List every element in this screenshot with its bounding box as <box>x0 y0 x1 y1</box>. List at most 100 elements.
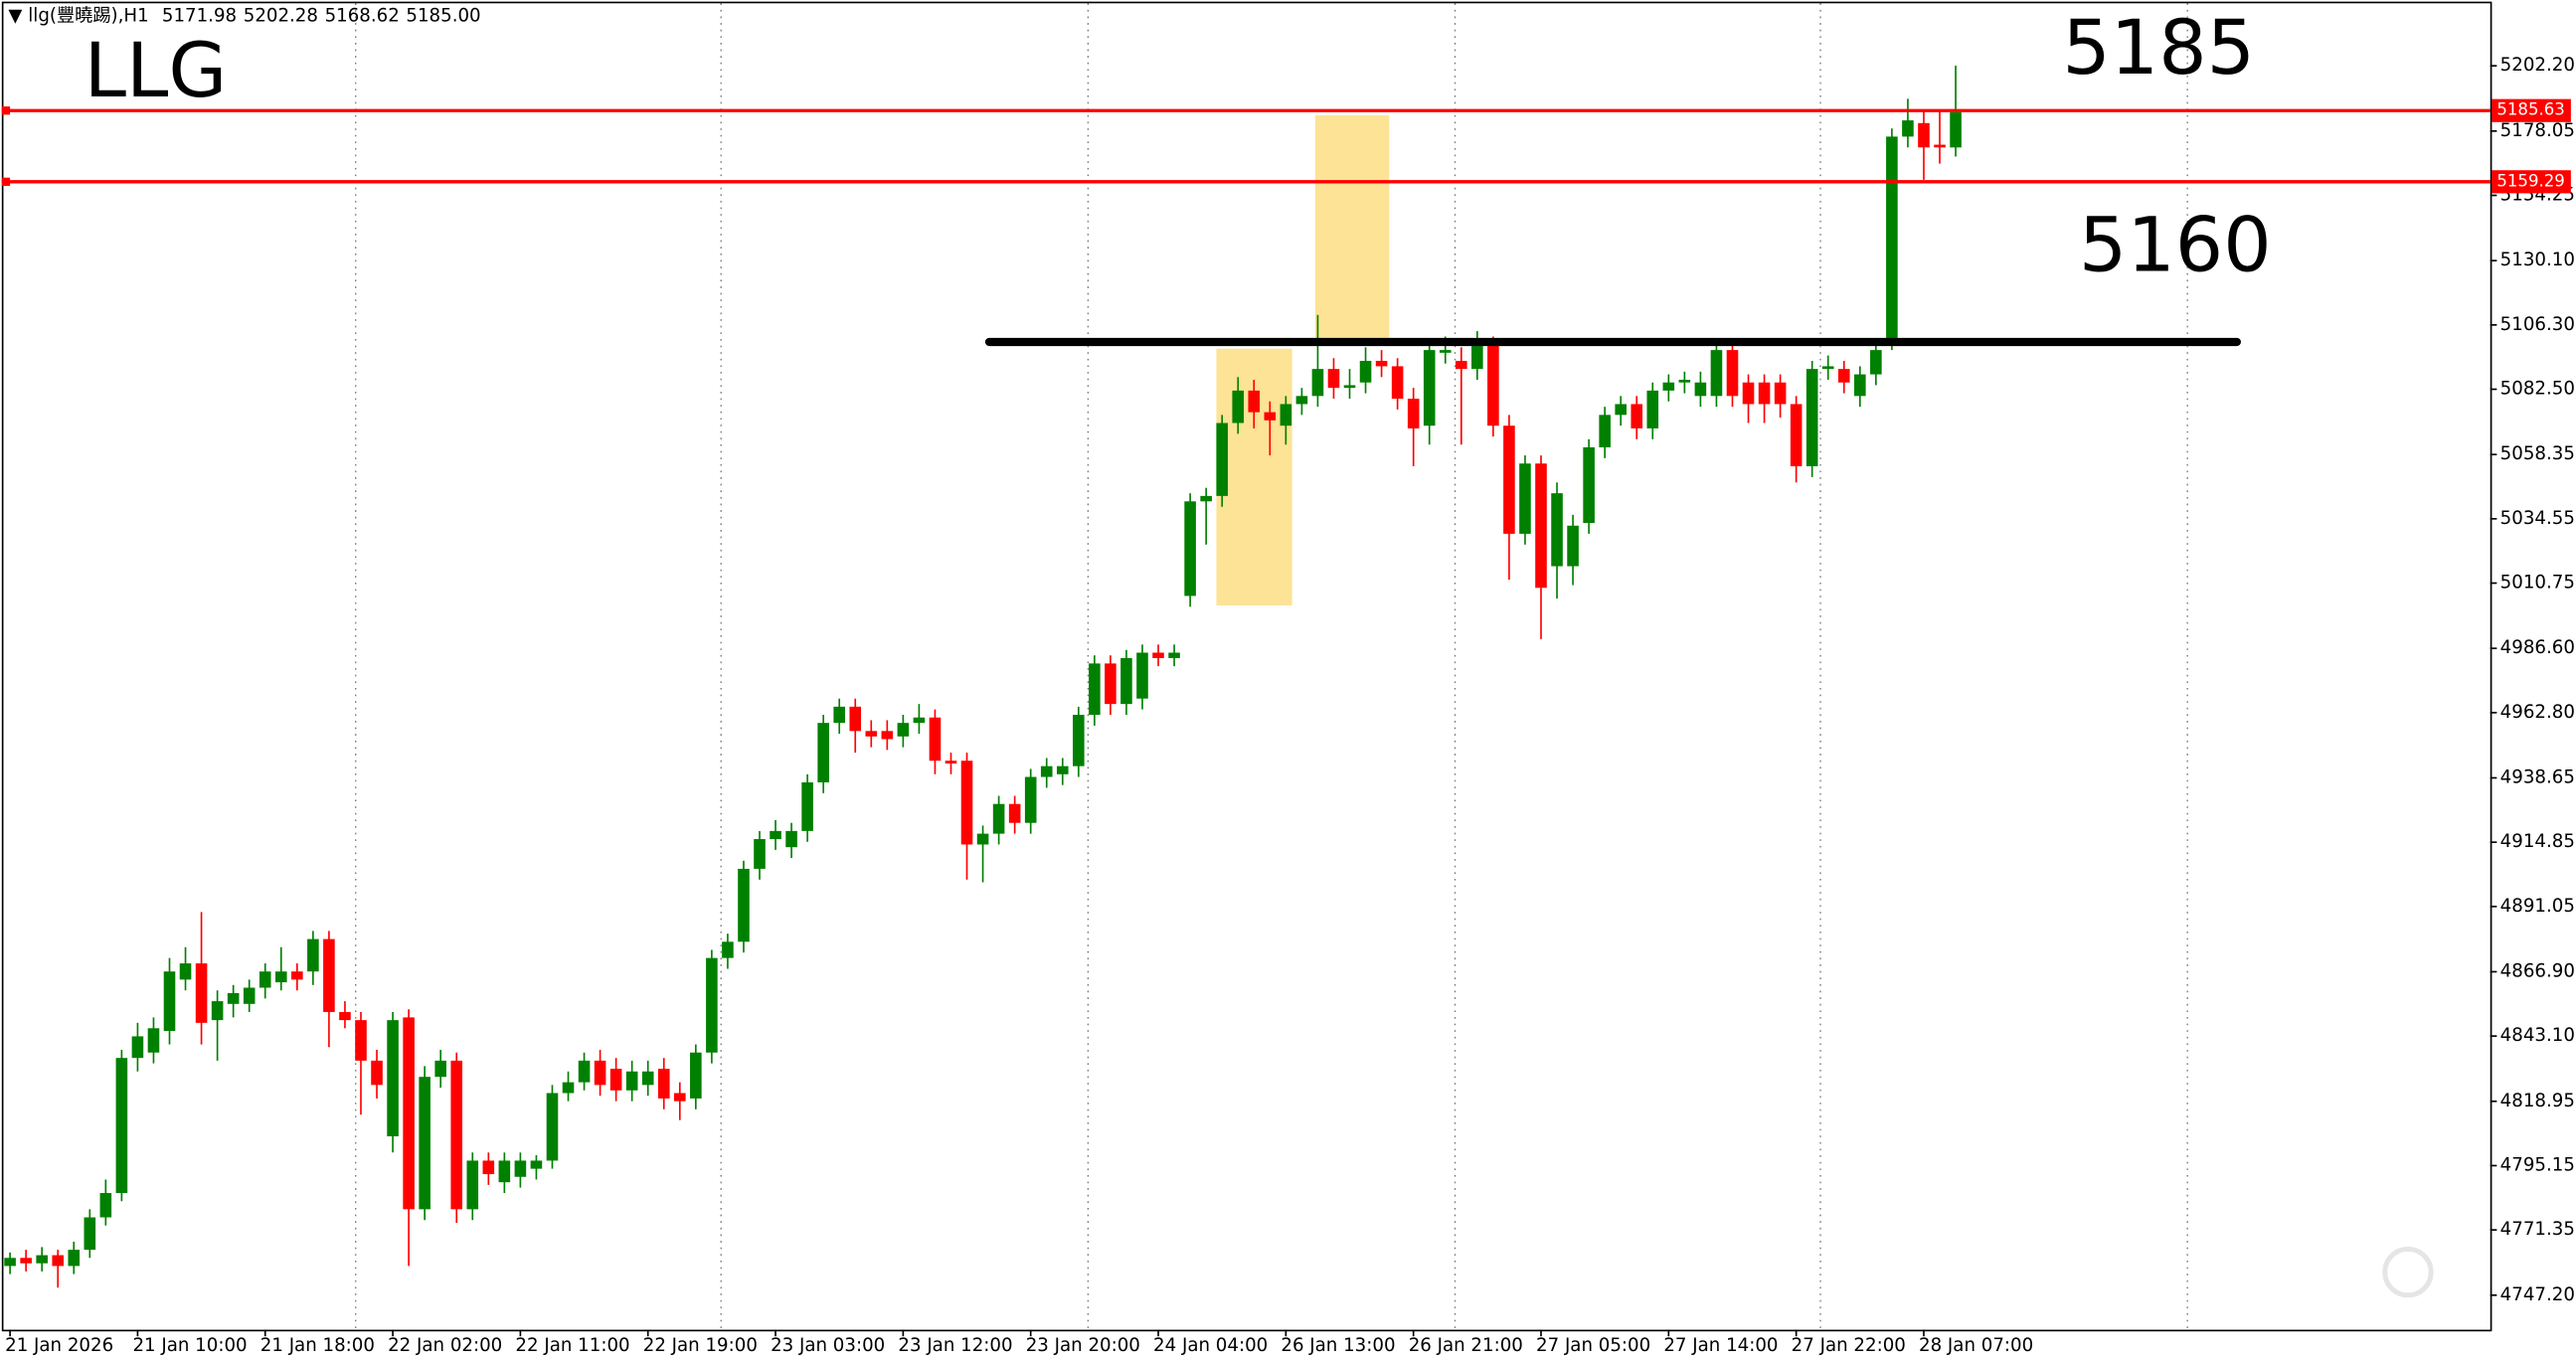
candle-body <box>1168 652 1180 658</box>
price-note: 5185 <box>2062 3 2255 91</box>
candle-body <box>355 1020 367 1061</box>
symbol: llg(豐曉踢),H1 <box>28 6 148 27</box>
x-tick-label: 22 Jan 11:00 <box>515 1335 629 1356</box>
candle-body <box>897 723 910 737</box>
candle-body <box>641 1071 654 1086</box>
candle-body <box>1216 423 1228 496</box>
candle-body <box>1295 396 1308 405</box>
candle-body <box>913 717 926 724</box>
candle-body <box>52 1255 65 1267</box>
x-tick-label: 23 Jan 12:00 <box>898 1335 1012 1356</box>
candle-body <box>1136 652 1148 699</box>
candle-body <box>1854 374 1866 397</box>
candle-body <box>1918 122 1930 148</box>
candle-body <box>115 1058 128 1194</box>
open: 5171.98 <box>162 6 237 27</box>
candle-body <box>625 1071 638 1091</box>
candle-body <box>498 1160 511 1183</box>
candle-body <box>1152 652 1164 658</box>
candle-body <box>1105 663 1116 705</box>
candle-body <box>1694 382 1707 397</box>
candle-body <box>147 1028 160 1053</box>
y-tick-label: 5010.75 <box>2500 573 2575 594</box>
candle-body <box>657 1069 670 1099</box>
candle-body <box>1248 390 1261 413</box>
candle-body <box>881 731 894 740</box>
candle-body <box>1200 495 1212 502</box>
candle-body <box>1902 120 1914 137</box>
candle-body <box>466 1160 479 1210</box>
price-level-marker <box>1 177 11 186</box>
candle-body <box>211 1001 224 1021</box>
y-tick-label: 4771.35 <box>2500 1219 2575 1240</box>
candle-body <box>546 1093 559 1161</box>
candle-body <box>1646 390 1659 428</box>
candle-body <box>1886 136 1898 342</box>
candle-body <box>1089 663 1101 716</box>
candle-body <box>1343 385 1356 389</box>
candle-body <box>1631 404 1643 428</box>
y-tick-label: 4891.05 <box>2500 896 2575 917</box>
candle-body <box>403 1017 415 1210</box>
candle-body <box>1742 382 1755 405</box>
x-tick-label: 22 Jan 19:00 <box>643 1335 758 1356</box>
candle-body <box>1583 446 1595 524</box>
price-level-label: 5185.63 <box>2496 100 2564 119</box>
highlight-zone <box>1314 114 1390 343</box>
candle-body <box>817 723 829 782</box>
candle-body <box>4 1258 16 1267</box>
plot <box>4 65 2241 1288</box>
x-tick-label: 24 Jan 04:00 <box>1153 1335 1268 1356</box>
candle-body <box>1519 463 1531 534</box>
candle-body <box>706 957 718 1053</box>
candle-body <box>99 1193 112 1218</box>
x-tick-label: 21 Jan 18:00 <box>260 1335 375 1356</box>
y-tick-label: 4843.10 <box>2500 1025 2575 1046</box>
candle-body <box>1184 501 1196 596</box>
header: ▼ llg(豐曉踢),H1 5171.98 5202.28 5168.62 5185.0… <box>8 6 480 27</box>
candle-body <box>1950 111 1962 148</box>
candle-body <box>562 1082 575 1094</box>
candle-body <box>1456 360 1467 370</box>
candle-body <box>1774 382 1787 405</box>
candle-body <box>434 1060 446 1078</box>
candle-body <box>594 1060 606 1086</box>
price-level-marker <box>1 106 11 115</box>
candle-body <box>976 833 989 845</box>
candle-body <box>1359 360 1372 383</box>
candle-body <box>945 761 957 764</box>
candle-body <box>84 1217 96 1251</box>
candle-body <box>1551 493 1563 567</box>
candle-body <box>1599 415 1611 447</box>
candle-body <box>674 1093 686 1102</box>
candle-body <box>1471 344 1483 370</box>
candle-body <box>514 1160 527 1177</box>
candle-body <box>1311 369 1324 397</box>
candle-body <box>227 992 240 1004</box>
candle-body <box>738 868 750 942</box>
candle-body <box>1710 350 1723 397</box>
candle-body <box>992 803 1005 834</box>
candle-body <box>131 1036 144 1059</box>
dropdown-arrow[interactable]: ▼ <box>8 6 28 27</box>
candle-body <box>419 1077 430 1210</box>
candle-body <box>801 781 813 831</box>
x-tick-label: 22 Jan 02:00 <box>388 1335 502 1356</box>
candle-body <box>20 1258 32 1264</box>
candle-body <box>323 938 335 1012</box>
x-tick-label: 27 Jan 05:00 <box>1536 1335 1650 1356</box>
candle-body <box>1040 766 1053 777</box>
candle-body <box>1056 766 1069 774</box>
y-tick-label: 5106.30 <box>2500 314 2575 335</box>
candle-body <box>1327 369 1340 389</box>
high: 5202.28 <box>244 6 318 27</box>
candle-body <box>1423 350 1436 426</box>
candle-body <box>1264 412 1277 421</box>
candle-body <box>1790 404 1803 466</box>
candle-body <box>960 761 973 845</box>
price-level-tag <box>2491 98 2571 122</box>
x-tick-label: 21 Jan 2026 <box>5 1335 113 1356</box>
candle-body <box>1073 715 1085 766</box>
y-tick-label: 5082.50 <box>2500 379 2575 400</box>
